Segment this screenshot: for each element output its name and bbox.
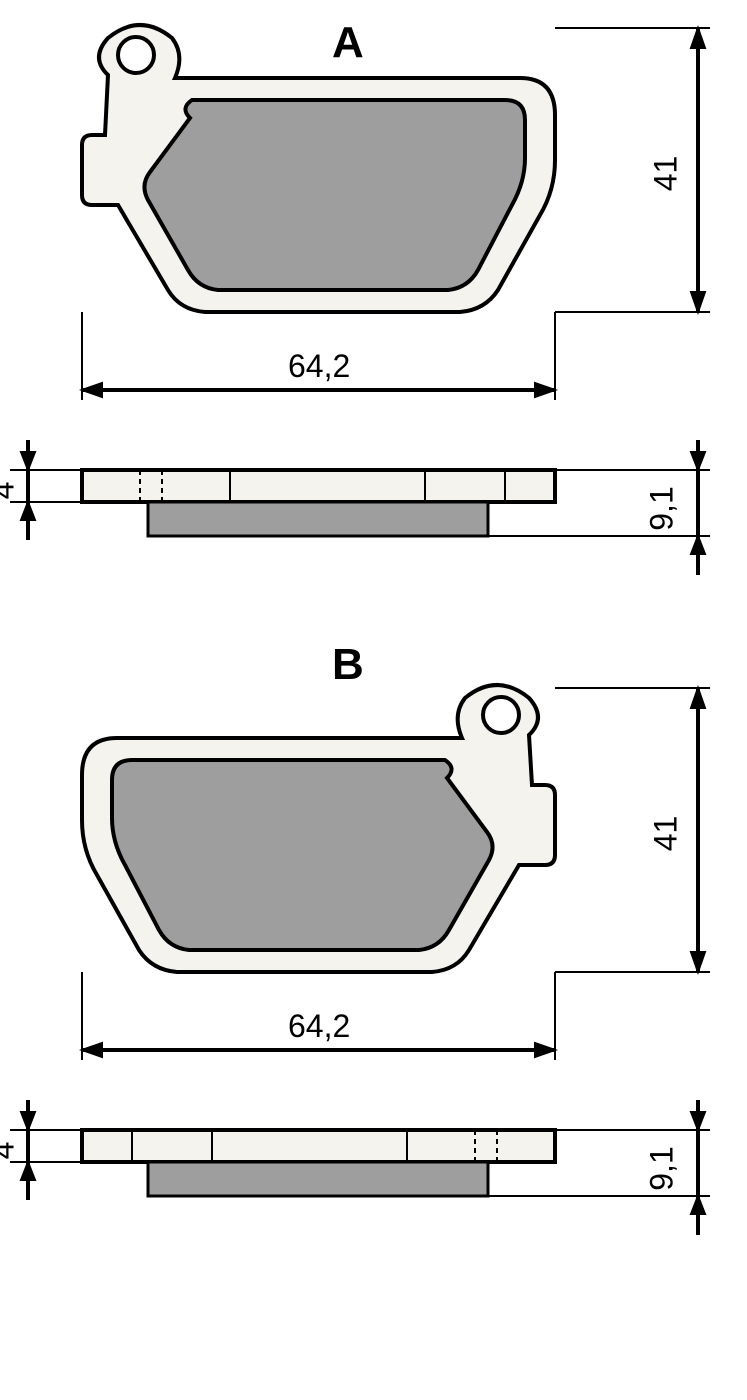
dim-a-plate-label: 4 <box>0 482 21 500</box>
part-a-side <box>82 470 555 536</box>
drawing-canvas: A B 64,2 41 4 9,1 64,2 41 4 9,1 <box>0 0 747 1400</box>
dim-a-height <box>555 28 710 312</box>
dim-b-plate-label: 4 <box>0 1142 21 1160</box>
part-a-top <box>82 25 555 312</box>
dim-b-width-label: 64,2 <box>288 1008 350 1045</box>
dim-b-height <box>555 688 710 972</box>
dim-a-width-label: 64,2 <box>288 348 350 385</box>
dim-a-total-label: 9,1 <box>644 486 681 530</box>
part-b-top <box>82 685 555 972</box>
dim-b-height-label: 41 <box>647 816 684 852</box>
part-b-label: B <box>332 640 364 690</box>
part-b-side <box>82 1130 555 1196</box>
dim-a-height-label: 41 <box>647 156 684 192</box>
dim-b-total-label: 9,1 <box>644 1146 681 1190</box>
part-a-label: A <box>332 18 364 68</box>
technical-drawing-svg <box>0 0 747 1400</box>
